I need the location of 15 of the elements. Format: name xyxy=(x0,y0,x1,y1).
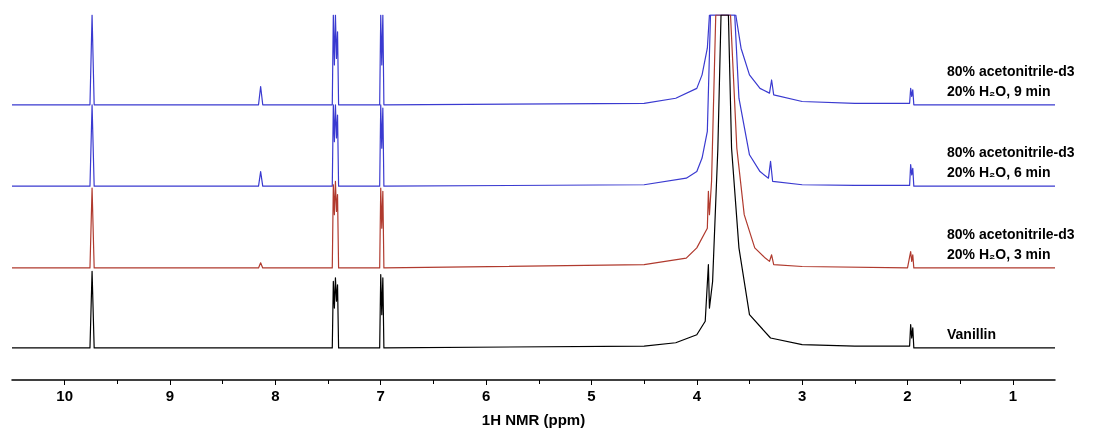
series-label: 80% acetonitrile-d3 20% H₂O, 9 min xyxy=(947,62,1075,99)
x-tick-label: 6 xyxy=(481,387,491,404)
series-label: 80% acetonitrile-d3 20% H₂O, 3 min xyxy=(947,225,1075,262)
x-tick-label: 9 xyxy=(165,387,175,404)
x-tick-label: 8 xyxy=(271,387,280,404)
x-tick-label: 5 xyxy=(587,387,596,404)
x-tick-label: 4 xyxy=(692,387,702,404)
x-tick-label: 3 xyxy=(797,387,807,404)
x-tick-label: 10 xyxy=(56,387,74,404)
series-label: 80% acetonitrile-d3 20% H₂O, 6 min xyxy=(947,144,1075,181)
x-tick-label: 1 xyxy=(1008,387,1018,404)
x-tick-label: 7 xyxy=(376,387,385,404)
series-label: Vanillin xyxy=(947,325,997,342)
x-axis-title: 1H NMR (ppm) xyxy=(481,411,586,428)
x-tick-label: 2 xyxy=(903,387,912,404)
